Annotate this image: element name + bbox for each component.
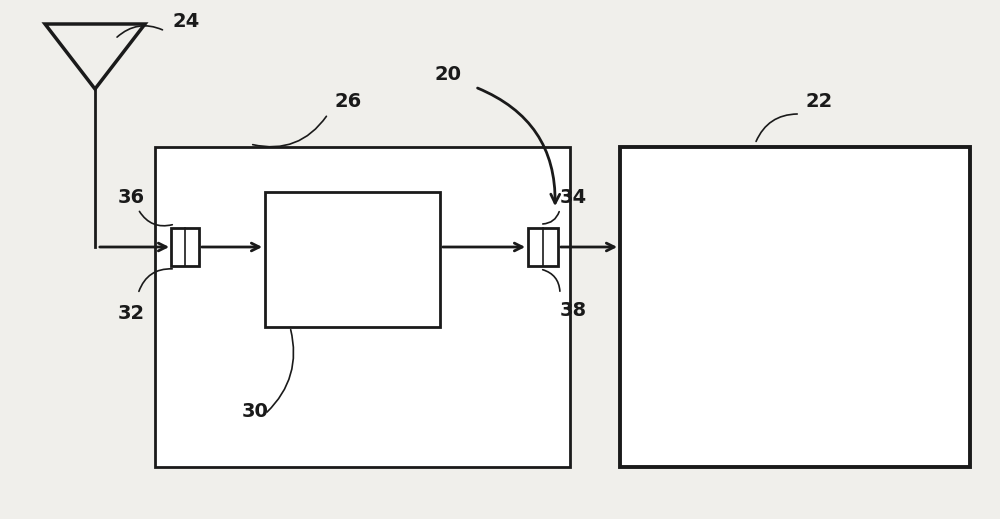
Bar <box>155 147 570 467</box>
Bar <box>265 192 440 327</box>
Text: 24: 24 <box>172 12 199 31</box>
Text: 34: 34 <box>560 188 587 207</box>
Text: 32: 32 <box>118 304 145 323</box>
Text: 20: 20 <box>435 65 462 84</box>
Bar <box>528 228 558 266</box>
Text: 30: 30 <box>242 402 269 421</box>
Bar <box>620 147 970 467</box>
Text: 38: 38 <box>560 301 587 320</box>
Text: 26: 26 <box>335 92 362 111</box>
Text: 36: 36 <box>118 188 145 207</box>
Bar <box>171 228 199 266</box>
Text: 22: 22 <box>805 92 832 111</box>
